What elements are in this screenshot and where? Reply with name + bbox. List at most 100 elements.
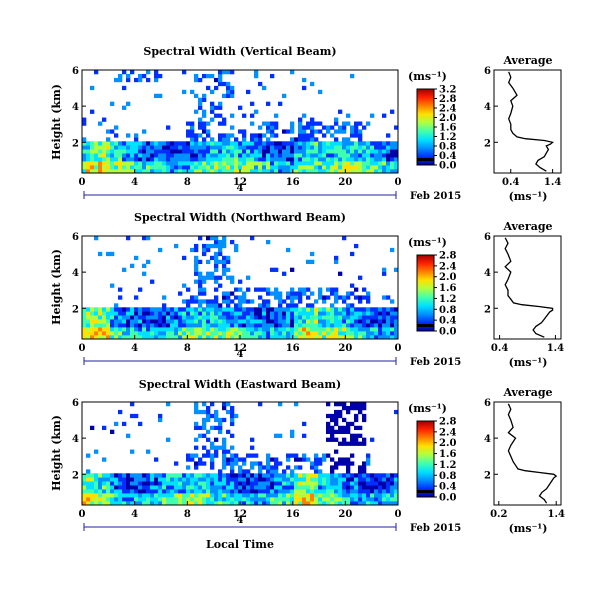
heatmap-cell (294, 137, 299, 142)
heatmap-cell (170, 319, 175, 324)
heatmap-cell (206, 477, 211, 482)
heatmap-cell (202, 311, 207, 316)
heatmap-cell (226, 319, 231, 324)
heatmap-cell (242, 477, 247, 482)
heatmap-cell (362, 331, 367, 336)
heatmap-cell (114, 77, 119, 83)
heatmap-cell (346, 121, 351, 126)
heatmap-cell (342, 501, 347, 506)
heatmap-cell (310, 319, 315, 324)
heatmap-cell (198, 259, 203, 265)
heatmap-cell (86, 165, 91, 170)
heatmap-cell (190, 299, 195, 304)
heatmap-cell (190, 121, 195, 126)
heatmap-cell (318, 149, 323, 154)
heatmap-cell (322, 165, 327, 170)
heatmap-cell (330, 501, 335, 506)
heatmap-cell (294, 331, 299, 336)
heatmap-cell (98, 473, 103, 478)
heatmap-cell (166, 161, 171, 166)
heatmap-cell (214, 413, 219, 419)
heatmap-cell (290, 125, 295, 130)
heatmap-cell (118, 141, 123, 146)
heatmap-cell (134, 497, 139, 502)
heatmap-cell (350, 153, 355, 158)
x-tick-label: 12 (233, 177, 247, 188)
heatmap-cell (298, 335, 303, 340)
heatmap-cell (154, 501, 159, 506)
heatmap-cell (202, 319, 207, 324)
heatmap-cell (362, 295, 367, 300)
heatmap-cell (110, 145, 115, 150)
heatmap-cell (134, 137, 139, 142)
heatmap-cell (274, 493, 279, 498)
heatmap-cell (146, 481, 151, 486)
heatmap-cell (366, 121, 371, 126)
heatmap-cell (186, 311, 191, 316)
heatmap-cell (246, 169, 251, 174)
heatmap-cell (126, 149, 131, 154)
x-tick-label: 16 (286, 177, 300, 188)
heatmap-cell (194, 93, 199, 99)
heatmap-cell (390, 331, 395, 336)
heatmap-cell (350, 441, 355, 446)
heatmap-cell (258, 165, 263, 170)
heatmap-cell (90, 425, 95, 431)
heatmap-cell (314, 497, 319, 502)
heatmap-cell (162, 149, 167, 154)
heatmap-cell (162, 157, 167, 162)
heatmap-cell (174, 461, 179, 466)
heatmap-cell (210, 315, 215, 320)
heatmap-cell (114, 307, 119, 312)
heatmap-cell (270, 121, 275, 126)
heatmap-cell (194, 137, 199, 142)
heatmap-cell (182, 149, 187, 154)
heatmap-cell (262, 497, 267, 502)
heatmap-cell (158, 417, 163, 423)
heatmap-cell (346, 489, 351, 494)
heatmap-cell (262, 149, 267, 154)
colorbar-unit: (ms⁻¹) (408, 402, 447, 415)
heatmap-cell (182, 489, 187, 494)
heatmap-cell (330, 437, 335, 442)
heatmap-cell (286, 247, 291, 253)
heatmap-cell (226, 161, 231, 166)
heatmap-cell (362, 153, 367, 158)
heatmap-cell (386, 315, 391, 320)
heatmap-cell (214, 251, 219, 257)
heatmap-cell (222, 335, 227, 340)
heatmap-cell (366, 489, 371, 494)
heatmap-cell (318, 129, 323, 134)
heatmap-cell (306, 169, 311, 174)
heatmap-cell (182, 477, 187, 482)
heatmap-cell (202, 113, 207, 118)
heatmap-cell (254, 477, 259, 482)
heatmap-cell (226, 477, 231, 482)
heatmap-cell (294, 149, 299, 154)
heatmap-cell (334, 421, 339, 427)
heatmap-cell (210, 149, 215, 154)
heatmap-cell (126, 473, 131, 478)
heatmap-cell (234, 161, 239, 166)
heatmap-cell (282, 299, 287, 304)
heatmap-cell (290, 311, 295, 316)
heatmap-cell (226, 307, 231, 312)
heatmap-cell (146, 335, 151, 340)
heatmap-cell (186, 485, 191, 490)
heatmap-cell (326, 425, 331, 431)
heatmap-cell (182, 70, 187, 75)
heatmap-cell (350, 307, 355, 312)
heatmap-cell (102, 489, 107, 494)
heatmap-cell (102, 145, 107, 150)
colorbar-tick-label: 0.4 (439, 482, 456, 493)
heatmap-cell (118, 157, 123, 162)
heatmap-cell (182, 255, 187, 261)
heatmap-cell (230, 445, 235, 450)
heatmap-cell (374, 165, 379, 170)
x-tick-label: 12 (233, 343, 247, 354)
heatmap-cell (202, 251, 207, 257)
heatmap-cell (230, 335, 235, 340)
heatmap-cell (142, 307, 147, 312)
heatmap-cell (390, 481, 395, 486)
heatmap-cell (334, 117, 339, 122)
